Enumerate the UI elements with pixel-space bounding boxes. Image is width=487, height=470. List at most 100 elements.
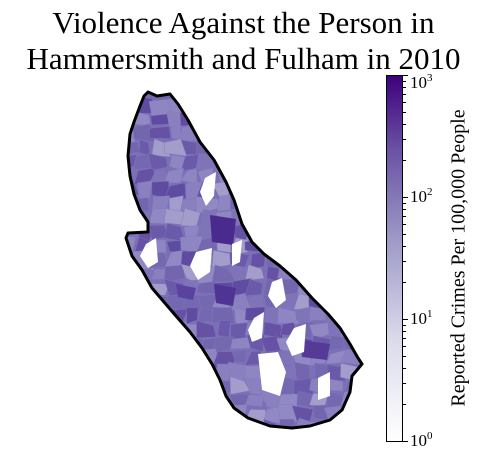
ward-cell (308, 124, 330, 142)
ward-cell (126, 335, 140, 350)
ward-cell (244, 111, 265, 130)
ward-cell (229, 127, 247, 141)
ward-cell (292, 223, 316, 242)
ward-cell (147, 153, 168, 171)
ward-cell (216, 111, 234, 127)
ward-cell (361, 179, 362, 199)
ward-cell (344, 126, 359, 143)
colorbar-label: Reported Crimes Per 100,000 People (447, 109, 470, 407)
colorbar-tick-minor (403, 215, 406, 217)
ward-cell (293, 212, 317, 225)
ward-cell (180, 92, 200, 102)
ward-cell (164, 338, 186, 354)
ward-cell (340, 180, 362, 200)
ward-cell (198, 419, 220, 428)
colorbar-tick-label: 103 (410, 72, 433, 92)
no-data-area (190, 248, 212, 280)
ward-cell (245, 394, 265, 407)
ward-cell (164, 352, 184, 364)
ward-cell (279, 237, 295, 256)
colorbar-tick-minor (403, 102, 406, 104)
ward-cell (126, 403, 138, 424)
ward-cell (311, 152, 330, 171)
ward-cell (308, 182, 330, 199)
ward-cell (356, 92, 362, 99)
colorbar-tick-minor (403, 202, 406, 204)
ward-cell (339, 267, 362, 284)
colorbar (386, 75, 403, 442)
ward-cell (149, 349, 168, 365)
ward-cell (361, 125, 362, 144)
no-data-area (286, 324, 306, 356)
ward-cell (150, 113, 171, 126)
colorbar-tick-major (403, 441, 408, 442)
colorbar-tick-minor (403, 330, 406, 332)
ward-cell (262, 170, 279, 186)
ward-cell (277, 404, 298, 422)
ward-cell (359, 197, 362, 212)
ward-cell (294, 361, 311, 382)
colorbar-tick-minor (403, 382, 406, 384)
ward-cell (327, 92, 342, 98)
ward-cell (126, 306, 137, 326)
ward-cell (325, 223, 343, 241)
ward-cell (276, 208, 300, 226)
ward-cell (163, 182, 186, 200)
ward-cell (293, 250, 316, 271)
colorbar-tick-minor (403, 138, 406, 140)
ward-cell (229, 92, 251, 101)
ward-cell (164, 390, 188, 408)
ward-cell (359, 295, 362, 308)
ward-cell (228, 140, 250, 155)
colorbar-tick-major (403, 319, 408, 320)
ward-cell (295, 141, 315, 158)
ward-cell (244, 278, 263, 297)
colorbar-tick-label: 102 (410, 186, 433, 206)
ward-cell (339, 307, 362, 323)
ward-cell (134, 418, 152, 428)
ward-cell (325, 166, 348, 184)
ward-cell (276, 223, 299, 239)
no-data-areas (140, 172, 330, 400)
ward-cell (215, 92, 234, 101)
ward-cell (265, 127, 283, 144)
ward-cell (244, 195, 264, 212)
ward-cell (181, 394, 205, 409)
ward-cell (276, 139, 300, 155)
colorbar-tick-minor (403, 367, 406, 369)
ward-cell (214, 407, 236, 424)
colorbar-tick-minor (403, 260, 406, 262)
ward-cell (200, 375, 218, 395)
ward-cell (181, 376, 202, 396)
ward-cell (244, 180, 266, 200)
ward-cell (293, 169, 315, 186)
colorbar-tick-minor (403, 93, 406, 95)
ward-cell (230, 419, 250, 428)
no-data-area (318, 372, 330, 400)
ward-cell (246, 207, 266, 225)
ward-cell (325, 141, 344, 156)
ward-cell (345, 151, 362, 169)
colorbar-tick-minor (403, 123, 406, 125)
ward-cell (359, 405, 362, 423)
ward-cell (356, 208, 362, 228)
ward-cell (230, 96, 251, 114)
ward-cell (166, 365, 186, 382)
ward-cell (126, 296, 140, 311)
ward-cell (341, 92, 362, 97)
ward-cell (360, 419, 362, 428)
ward-cell (212, 125, 233, 144)
ward-cell (249, 123, 267, 145)
ward-cell-high (214, 284, 236, 306)
ward-cell (356, 390, 362, 409)
colorbar-tick-major (403, 197, 408, 198)
colorbar-tick-minor (403, 233, 406, 235)
ward-cell (359, 153, 362, 173)
no-data-area (258, 352, 286, 396)
ward-cell (248, 167, 267, 185)
colorbar-tick-minor (403, 86, 406, 88)
ward-cell (361, 310, 362, 323)
ward-cell (311, 278, 330, 298)
ward-cell (357, 111, 362, 130)
ward-cell (325, 97, 348, 116)
